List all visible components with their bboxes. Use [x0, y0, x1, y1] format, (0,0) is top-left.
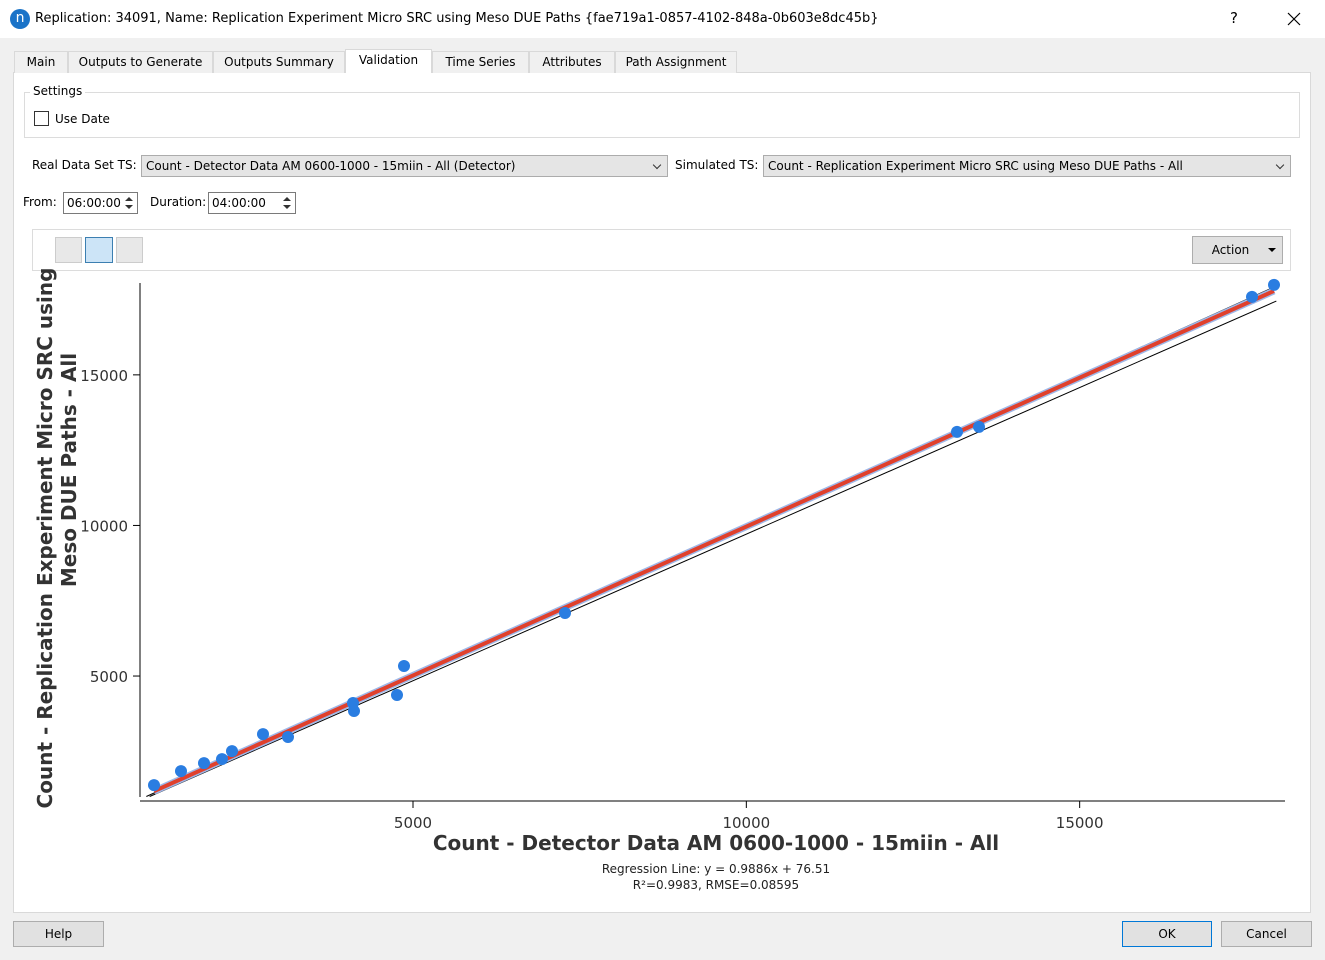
tab[interactable]: Outputs to Generate [68, 51, 213, 73]
scatter-view-button[interactable] [85, 237, 113, 263]
y-axis-title: Meso DUE Paths - All [57, 353, 81, 587]
point [148, 779, 160, 792]
x-axis-title: Count - Detector Data AM 0600-1000 - 15m… [433, 831, 999, 855]
y-tick-label: 5000 [90, 668, 128, 686]
spinbox[interactable]: 04:00:00 [208, 192, 296, 214]
spinbox[interactable]: 06:00:00 [63, 192, 138, 214]
help-button[interactable]: Help [13, 921, 104, 947]
x-tick-label: 5000 [394, 814, 432, 832]
title-bar: n Replication: 34091, Name: Replication … [0, 0, 1325, 38]
label: Simulated TS: [675, 158, 759, 172]
point [216, 753, 228, 766]
label: From: [23, 195, 57, 209]
regression-text: Regression Line: y = 0.9886x + 76.51 [602, 862, 830, 876]
tab[interactable]: Validation [345, 49, 432, 73]
tab[interactable]: Attributes [529, 51, 615, 73]
ok-button[interactable]: OK [1122, 921, 1212, 947]
y-tick-label: 15000 [80, 367, 128, 385]
point [175, 765, 187, 778]
y-axis-title: Count - Replication Experiment Micro SRC… [33, 268, 57, 809]
label: Duration: [150, 195, 207, 209]
dropdown[interactable]: Count - Replication Experiment Micro SRC… [763, 155, 1291, 177]
group-title: Settings [30, 84, 86, 98]
cancel-button[interactable]: Cancel [1221, 921, 1312, 947]
point [391, 689, 403, 702]
line-view-button[interactable] [55, 237, 82, 263]
dropdown[interactable]: Count - Detector Data AM 0600-1000 - 15m… [141, 155, 668, 177]
grid-view-button[interactable] [116, 237, 143, 263]
point [951, 425, 963, 438]
x-tick-label: 15000 [1056, 814, 1104, 832]
help-button[interactable]: ? [1230, 9, 1238, 27]
point [1246, 290, 1258, 303]
tab[interactable]: Path Assignment [615, 51, 737, 73]
point [226, 745, 238, 758]
point [282, 731, 294, 744]
spin-arrows[interactable] [279, 193, 295, 213]
point [559, 606, 571, 619]
dropdown-arrow [1268, 248, 1276, 252]
tab[interactable]: Main [14, 51, 68, 73]
chart-toolbar [32, 229, 1291, 271]
checkbox-label: Use Date [55, 112, 110, 126]
regression-line [153, 289, 1275, 793]
point [198, 757, 210, 770]
close-button[interactable] [1287, 12, 1301, 26]
y-tick-label: 10000 [80, 517, 128, 535]
checkbox[interactable] [34, 111, 49, 126]
app-icon: n [10, 9, 30, 29]
reference-line [149, 300, 1277, 797]
label: Real Data Set TS: [32, 158, 137, 172]
point [348, 705, 360, 718]
point [257, 728, 269, 741]
action-button[interactable]: Action [1192, 236, 1283, 264]
point [398, 660, 410, 673]
regression-text: R²=0.9983, RMSE=0.08595 [633, 878, 799, 892]
point [973, 420, 985, 433]
settings-group [24, 92, 1300, 138]
tab[interactable]: Time Series [432, 51, 529, 73]
window-title: Replication: 34091, Name: Replication Ex… [35, 11, 879, 26]
tab[interactable]: Outputs Summary [213, 51, 345, 73]
point [1268, 278, 1280, 291]
x-tick-label: 10000 [722, 814, 770, 832]
spin-arrows[interactable] [121, 193, 137, 213]
